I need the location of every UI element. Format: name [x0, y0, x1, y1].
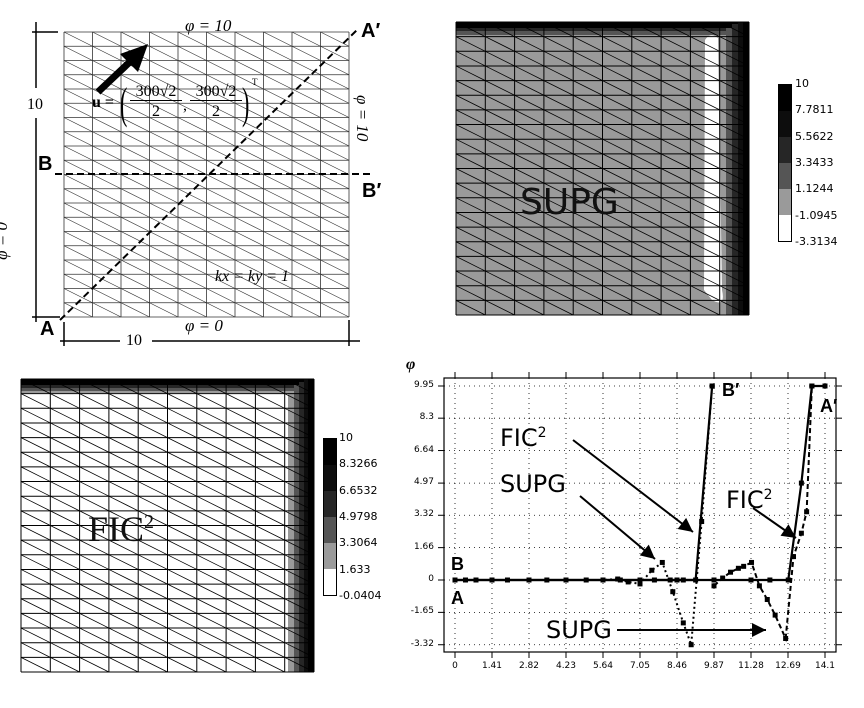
left-paren: ( — [120, 79, 128, 128]
x-tick-label: 12.69 — [775, 661, 801, 671]
x-tick-label: 11.28 — [738, 661, 764, 671]
legend-label: 10 — [339, 431, 353, 444]
velocity-x-numerator: 300√2 — [130, 84, 182, 101]
legend-label: 8.3266 — [339, 457, 378, 471]
x-tick-label: 9.87 — [703, 661, 725, 671]
legend-label: 1.633 — [339, 562, 371, 576]
legend-swatch — [324, 491, 336, 517]
velocity-symbol: u = — [92, 94, 115, 111]
legend-label: 5.5622 — [795, 129, 834, 143]
legend-swatch — [324, 439, 336, 465]
velocity-y-numerator: 300√2 — [190, 84, 242, 101]
legend-label: 6.6532 — [339, 483, 378, 497]
width-dimension: 10 — [126, 332, 142, 349]
y-tick-label: 8.3 — [419, 412, 434, 423]
supg-contour-plot — [455, 21, 750, 316]
x-tick-label: 7.05 — [629, 661, 651, 671]
chart-label-A-prime: A′ — [820, 396, 838, 416]
annotation-supg-aa: SUPG — [546, 616, 612, 644]
legend-swatch — [324, 465, 336, 491]
fic2-title-text: FIC — [88, 509, 145, 549]
legend-swatch — [324, 569, 336, 595]
transpose-symbol: T — [252, 77, 258, 87]
top-boundary-condition: φ = 10 — [185, 16, 232, 35]
chart-label-A: A — [451, 588, 464, 608]
annotation-text: FIC — [726, 486, 764, 514]
fic2-title: FIC2 — [88, 508, 154, 550]
y-tick-label: -1.65 — [410, 606, 434, 617]
legend-label: 3.3064 — [339, 536, 378, 550]
chart-label-B: B — [451, 554, 464, 574]
series-line — [455, 385, 714, 582]
x-tick-label: 5.64 — [592, 661, 614, 671]
supg-title: SUPG — [520, 182, 619, 223]
mesh-diagram — [32, 22, 370, 346]
legend-label: 1.1244 — [795, 182, 834, 196]
y-tick-label: -3.32 — [410, 638, 434, 649]
series-line — [455, 384, 825, 582]
legend-label: 4.9798 — [339, 510, 378, 523]
fic2-title-superscript: 2 — [144, 511, 155, 533]
legend-label: -0.0404 — [339, 589, 382, 602]
fic2-color-legend — [323, 438, 337, 596]
y-tick-label: 1.66 — [413, 541, 434, 552]
y-tick-label: 4.97 — [413, 477, 434, 488]
legend-label: -3.3134 — [795, 235, 838, 248]
x-tick-label: 2.82 — [518, 661, 540, 671]
x-tick-label: 8.46 — [666, 661, 688, 671]
x-tick-label: 0 — [452, 661, 458, 671]
legend-swatch — [324, 543, 336, 569]
bottom-boundary-condition: φ = 0 — [185, 316, 223, 335]
diffusivity-label: kx = ky = 1 — [215, 268, 289, 285]
legend-swatch — [324, 517, 336, 543]
chart-label-B-prime: B′ — [722, 380, 740, 400]
point-B-prime-label: B′ — [362, 180, 382, 202]
height-dimension: 10 — [27, 96, 43, 113]
legend-swatch — [779, 163, 791, 189]
x-tick-label: 14.1 — [814, 661, 836, 671]
annotation-fic2-bb: FIC2 — [500, 424, 547, 452]
fic2-contour-plot — [20, 378, 315, 673]
annotation-supg-bb: SUPG — [500, 470, 566, 498]
right-paren: ) — [242, 79, 250, 128]
supg-color-legend — [778, 84, 792, 242]
legend-label: -1.0945 — [795, 208, 838, 222]
legend-swatch — [779, 215, 791, 241]
y-tick-label: 6.64 — [413, 444, 434, 455]
annotation-text: FIC — [500, 424, 538, 452]
point-A-label: A — [40, 318, 55, 340]
legend-swatch — [779, 189, 791, 215]
point-A-prime-label: A′ — [361, 20, 381, 42]
x-tick-label: 4.23 — [555, 661, 577, 671]
annotation-fic2-aa: FIC2 — [726, 486, 773, 514]
legend-label: 7.7811 — [795, 103, 834, 117]
velocity-x-denominator: 2 — [152, 103, 160, 120]
annotation-sup: 2 — [537, 425, 547, 441]
annotation-sup: 2 — [763, 487, 773, 503]
y-tick-label: 0 — [428, 574, 434, 584]
legend-swatch — [779, 137, 791, 163]
velocity-y-denominator: 2 — [212, 103, 220, 120]
y-tick-label: 9.95 — [413, 380, 434, 390]
series-line — [455, 385, 714, 646]
legend-label: 10 — [795, 77, 809, 90]
chart-y-axis-label: φ — [406, 356, 416, 373]
legend-swatch — [779, 85, 791, 111]
legend-label: 3.3433 — [795, 156, 834, 169]
legend-swatch — [779, 111, 791, 137]
y-tick-label: 3.32 — [413, 509, 434, 520]
x-tick-label: 1.41 — [481, 661, 503, 671]
point-B-label: B — [38, 153, 53, 175]
comma: , — [183, 97, 187, 114]
